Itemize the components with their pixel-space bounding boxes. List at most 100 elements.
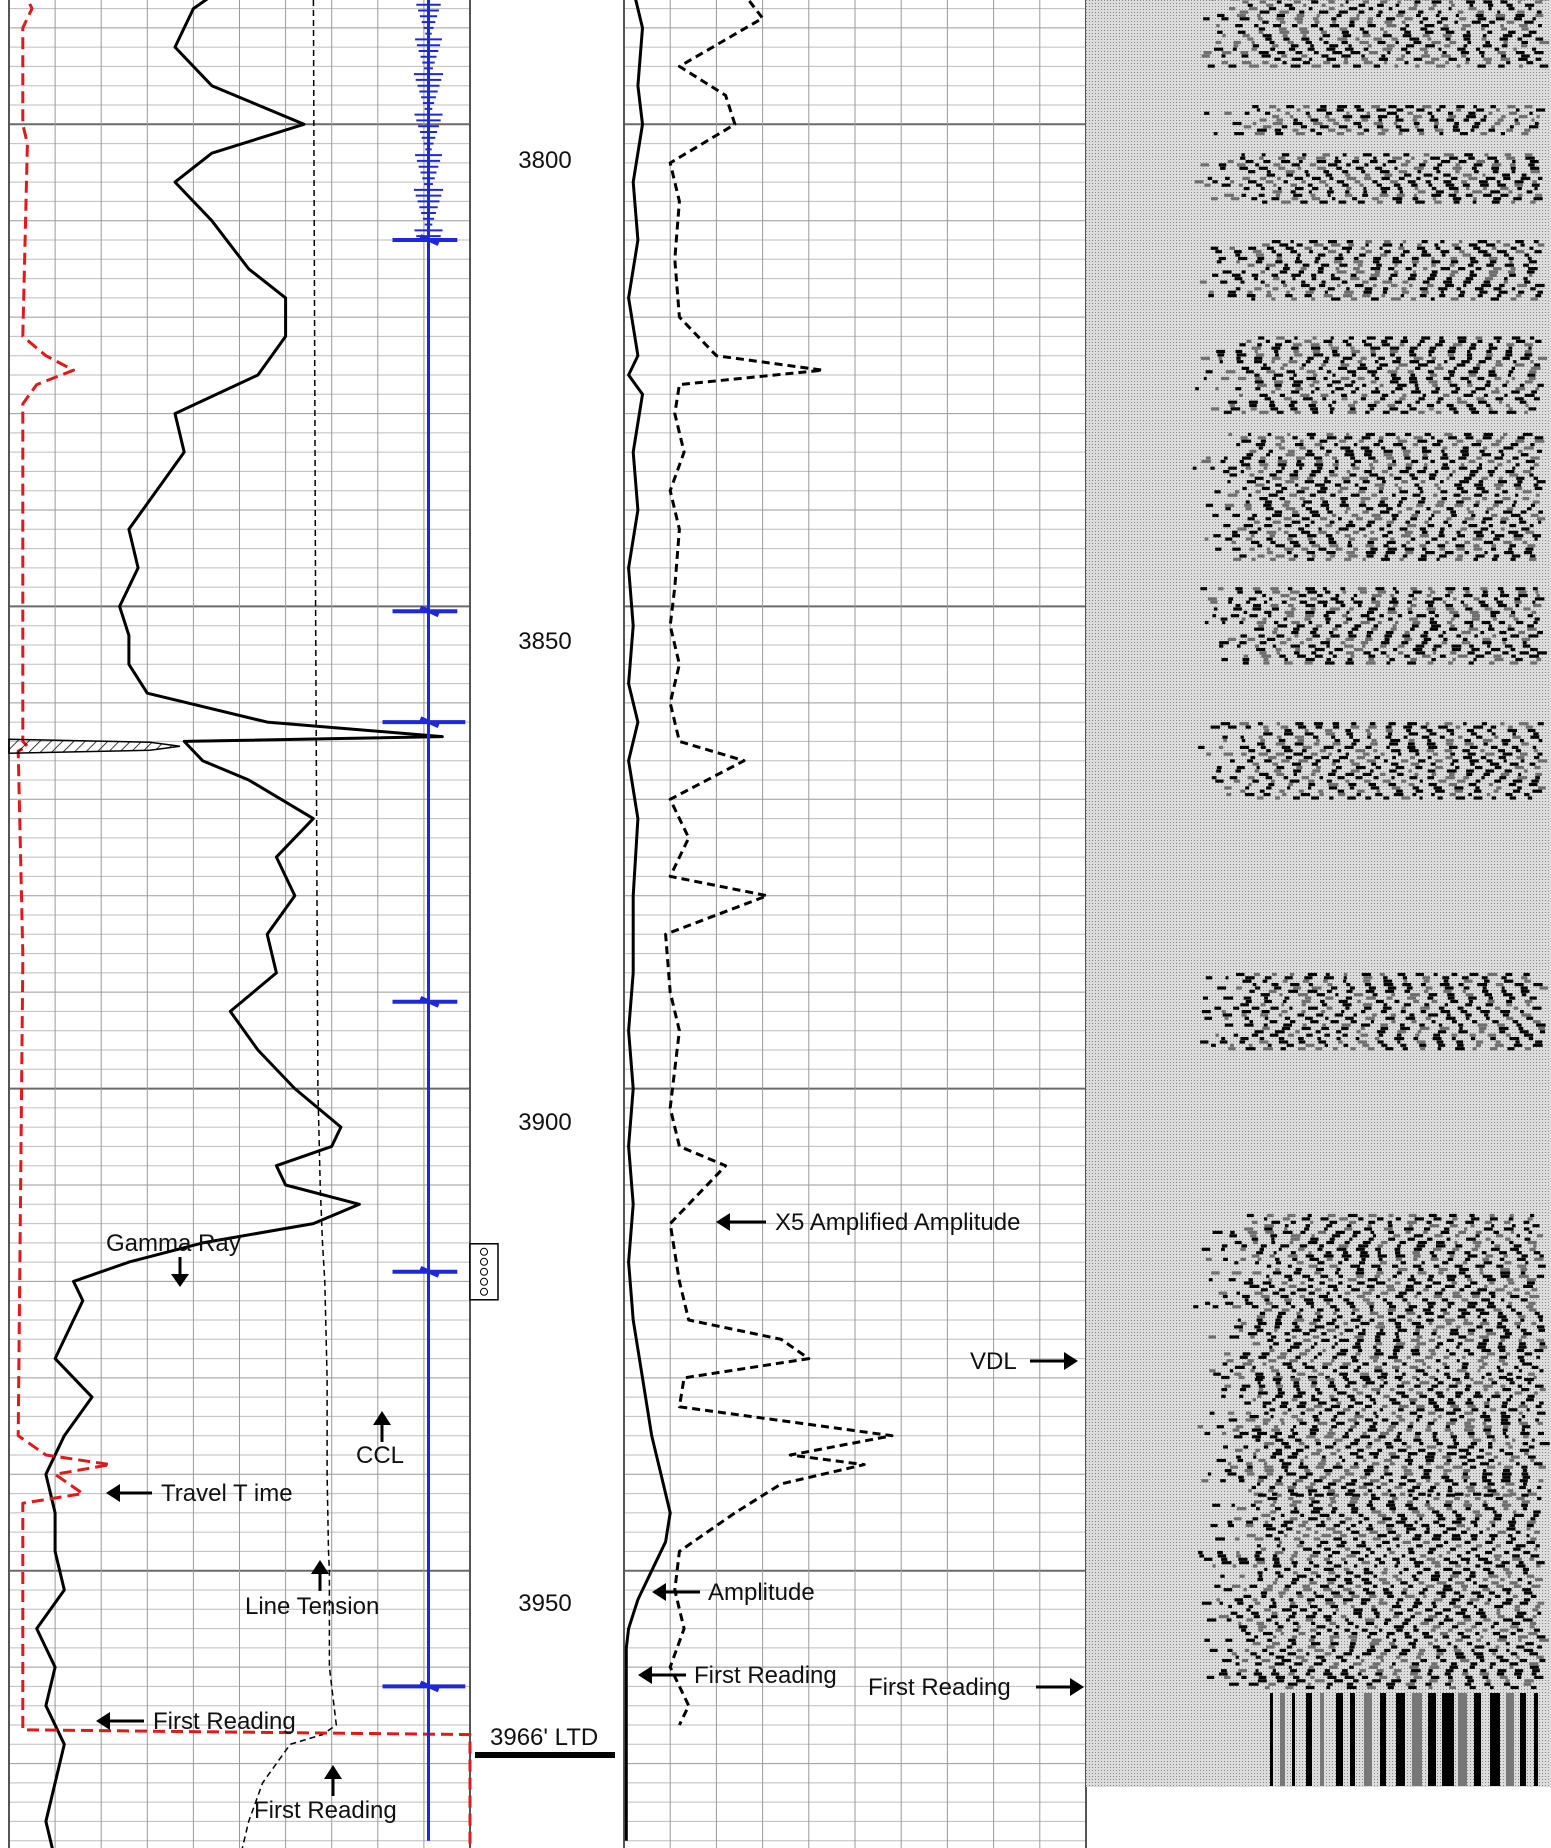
vdl-stripe	[1489, 661, 1495, 665]
vdl-stripe	[1441, 466, 1450, 470]
vdl-stripe	[1520, 1328, 1527, 1332]
vdl-stripe	[1499, 37, 1508, 41]
vdl-stripe	[1469, 1465, 1477, 1469]
vdl-stripe	[1514, 363, 1525, 367]
vdl-stripe	[1376, 108, 1386, 112]
vdl-stripe	[1388, 7, 1393, 11]
vdl-stripe	[1511, 1224, 1516, 1228]
vdl-stripe	[1308, 1377, 1317, 1382]
vdl-stripe	[1281, 1026, 1291, 1031]
vdl-stripe	[1255, 443, 1266, 447]
vdl-stripe	[1362, 1384, 1368, 1388]
vdl-stripe	[1445, 283, 1454, 288]
vdl-stripe	[1393, 183, 1401, 187]
vdl-stripe	[1201, 1247, 1211, 1251]
vdl-stripe	[1464, 517, 1475, 521]
vdl-stripe	[1389, 600, 1399, 604]
vdl-stripe	[1529, 473, 1534, 477]
vdl-stripe	[1509, 273, 1516, 277]
vdl-stripe	[1272, 121, 1283, 126]
vdl-stripe	[1357, 999, 1361, 1004]
vdl-stripe	[1314, 443, 1322, 447]
vdl-stripe	[1317, 600, 1328, 604]
vdl-stripe	[1328, 403, 1332, 408]
vdl-stripe	[1216, 24, 1220, 28]
vdl-stripe	[1472, 190, 1483, 194]
vdl-stripe	[1394, 1359, 1402, 1363]
vdl-stripe	[1281, 745, 1291, 749]
vdl-stripe	[1434, 121, 1439, 126]
vdl-stripe	[1204, 537, 1209, 541]
vdl-stripe	[1261, 153, 1266, 157]
vdl-stripe	[1423, 1469, 1432, 1473]
vdl-stripe	[1228, 1278, 1236, 1282]
track2-grid	[623, 0, 1087, 1848]
vdl-stripe	[1236, 360, 1244, 364]
vdl-stripe	[1415, 387, 1420, 391]
vdl-stripe	[1407, 370, 1414, 374]
vdl-stripe	[1258, 1475, 1268, 1479]
vdl-stripe	[1504, 1465, 1514, 1469]
vdl-stripe	[1523, 1284, 1533, 1288]
vdl-stripe	[1445, 540, 1449, 545]
vdl-stripe	[1386, 661, 1391, 665]
vdl-stripe	[1227, 294, 1237, 298]
vdl-stripe	[1530, 647, 1538, 652]
vdl-stripe	[1425, 986, 1433, 990]
vdl-stripe	[1335, 547, 1343, 551]
vdl-stripe	[1241, 366, 1250, 370]
vdl-stripe	[1332, 456, 1337, 460]
vdl-stripe	[1346, 287, 1350, 291]
vdl-stripe	[1276, 634, 1285, 638]
vdl-stripe	[1502, 742, 1509, 746]
vdl-stripe	[1336, 108, 1344, 112]
vdl-stripe	[1204, 1016, 1212, 1020]
vdl-stripe	[1538, 786, 1546, 790]
vdl-stripe	[1378, 118, 1382, 122]
vdl-stripe	[1484, 1404, 1490, 1409]
vdl-stripe	[1325, 115, 1330, 119]
vdl-stripe	[1275, 796, 1280, 800]
vdl-stripe	[1514, 121, 1520, 126]
vdl-stripe	[1450, 510, 1456, 514]
vdl-stripe	[1392, 459, 1396, 464]
vdl-stripe	[1514, 1321, 1521, 1326]
vdl-stripe	[1270, 587, 1279, 591]
vdl-stripe	[1414, 1345, 1420, 1349]
vdl-stripe	[1530, 360, 1534, 364]
vdl-stripe	[1301, 776, 1309, 780]
vdl-stripe	[1396, 1271, 1402, 1275]
vdl-stripe	[1307, 1240, 1318, 1245]
vdl-stripe	[1382, 243, 1393, 247]
vdl-stripe	[1282, 979, 1288, 983]
vdl-stripe	[1390, 1462, 1395, 1466]
vdl-stripe	[1242, 661, 1249, 665]
vdl-stripe	[1524, 1237, 1531, 1241]
vdl-stripe	[1473, 105, 1477, 109]
vdl-stripe	[1301, 1217, 1311, 1221]
vdl-stripe	[1533, 1244, 1537, 1248]
vdl-stripe	[1311, 273, 1317, 277]
vdl-stripe	[1322, 34, 1331, 38]
vdl-stripe	[1327, 989, 1332, 993]
vdl-stripe	[1268, 7, 1277, 11]
vdl-stripe	[1446, 1458, 1452, 1463]
vdl-stripe	[1412, 1375, 1418, 1380]
vdl-stripe	[1382, 1404, 1388, 1409]
vdl-stripe	[1477, 64, 1486, 68]
vdl-stripe	[1312, 634, 1320, 638]
vdl-stripe	[1537, 449, 1542, 453]
vdl-stripe	[1229, 1234, 1237, 1238]
vdl-stripe	[1238, 1475, 1244, 1479]
vdl-stripe	[1403, 979, 1408, 983]
vdl-stripe	[1277, 624, 1288, 628]
vdl-stripe	[1279, 1458, 1284, 1463]
vdl-stripe	[1289, 493, 1297, 497]
vdl-stripe	[1345, 1016, 1354, 1020]
vdl-stripe	[1481, 453, 1491, 457]
vdl-stripe	[1456, 1369, 1467, 1373]
vdl-stripe	[1325, 356, 1330, 360]
vdl-stripe	[1450, 1224, 1458, 1228]
vdl-stripe	[1321, 1455, 1326, 1459]
vdl-stripe	[1309, 287, 1316, 291]
